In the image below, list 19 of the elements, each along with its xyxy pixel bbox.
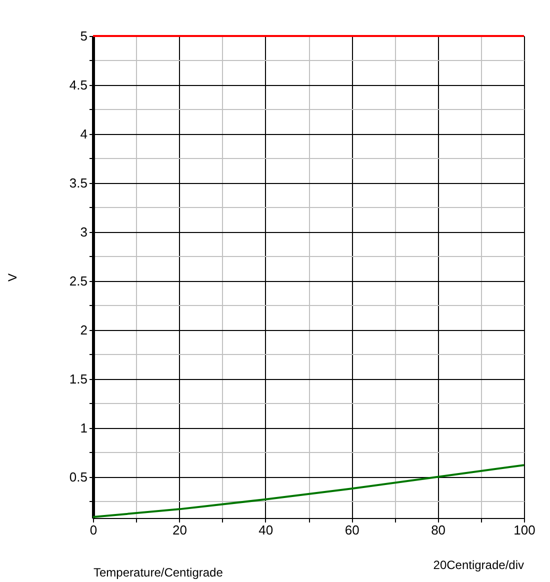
x-tick-label: 100 [514,522,536,538]
x-axis-title: Temperature/Centigrade [94,566,224,580]
text: 20Centigrade/div [433,558,524,572]
y-tick-label: 4.5 [69,77,88,92]
y-tick-label: 3 [80,224,88,240]
y-tick-label: 1.5 [69,371,88,386]
x-tick-label: 20 [172,522,187,538]
x-tick-label: 0 [90,522,98,538]
y-tick-label: 2 [80,322,88,338]
x-tick-label: 80 [431,522,446,538]
y-tick-label: 1 [80,420,88,436]
y-axis-title: V [5,273,20,282]
y-tick-label: 3.5 [69,175,88,190]
y-tick-label: 4 [80,126,88,142]
y-tick-label: 0.5 [69,469,88,484]
y-tick-label: 5 [80,28,88,44]
y-tick-label: 2.5 [69,273,88,288]
x-tick-label: 40 [258,522,274,538]
x-tick-label: 60 [344,522,360,538]
